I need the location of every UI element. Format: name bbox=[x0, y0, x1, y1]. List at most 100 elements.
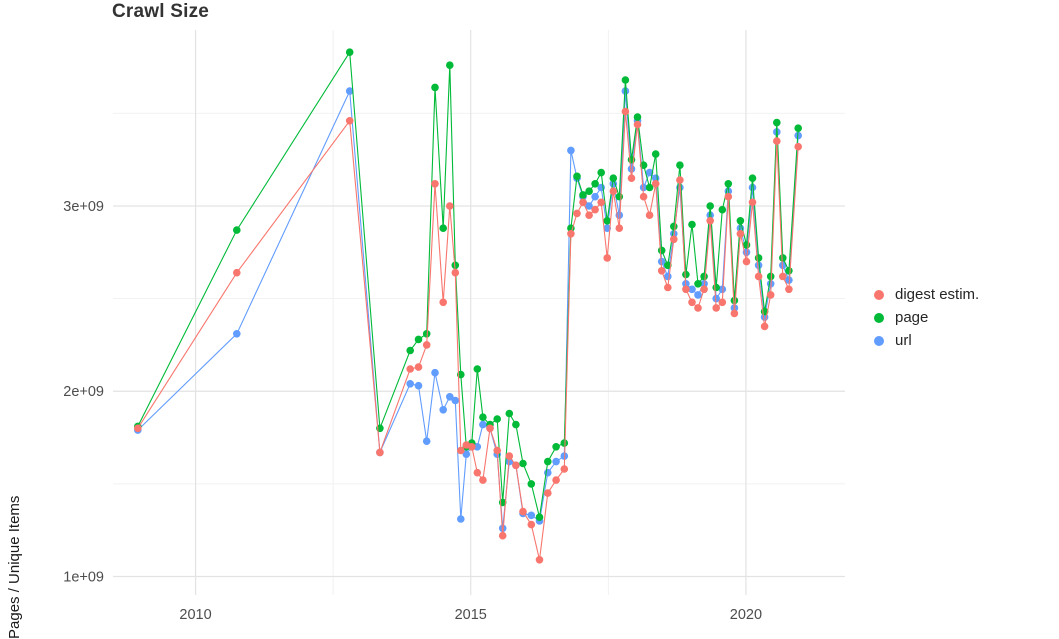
data-point-page bbox=[451, 261, 460, 270]
data-point-url bbox=[657, 257, 666, 266]
data-point-digest-estim bbox=[345, 117, 354, 125]
data-point-page bbox=[706, 202, 714, 210]
data-point-url bbox=[694, 291, 702, 299]
x-tick-label: 2015 bbox=[455, 607, 487, 623]
data-point-page bbox=[609, 174, 618, 182]
data-point-digest-estim bbox=[766, 291, 775, 299]
data-point-digest-estim bbox=[457, 446, 465, 455]
data-point-digest-estim bbox=[431, 180, 439, 188]
data-point-digest-estim bbox=[512, 461, 520, 470]
data-point-url bbox=[639, 183, 648, 192]
data-point-page bbox=[446, 61, 454, 69]
data-point-page bbox=[493, 415, 502, 423]
data-point-page bbox=[736, 217, 745, 225]
data-point-page bbox=[724, 180, 733, 188]
data-point-page bbox=[670, 222, 678, 231]
data-point-url bbox=[473, 443, 482, 451]
data-point-url bbox=[406, 380, 415, 388]
data-point-page bbox=[657, 246, 666, 255]
data-point-page bbox=[519, 459, 527, 468]
data-point-url bbox=[785, 276, 793, 284]
data-point-digest-estim bbox=[688, 298, 696, 307]
data-point-page bbox=[527, 480, 536, 488]
legend-key-dot-icon bbox=[874, 312, 884, 323]
data-point-digest-estim bbox=[682, 285, 690, 294]
data-point-digest-estim bbox=[785, 285, 793, 294]
data-point-digest-estim bbox=[422, 341, 431, 349]
data-point-digest-estim bbox=[754, 272, 763, 281]
data-point-page bbox=[512, 420, 520, 429]
data-point-digest-estim bbox=[573, 209, 581, 218]
data-point-digest-estim bbox=[505, 452, 514, 460]
data-point-page bbox=[345, 48, 354, 56]
data-point-page bbox=[439, 224, 448, 232]
data-point-url bbox=[479, 420, 487, 429]
data-point-digest-estim bbox=[706, 217, 714, 225]
data-point-page bbox=[597, 168, 605, 177]
data-point-page bbox=[766, 272, 775, 281]
legend-key-dot-icon bbox=[874, 289, 884, 300]
data-point-page bbox=[422, 330, 431, 338]
data-point-digest-estim bbox=[748, 198, 757, 207]
data-point-page bbox=[730, 296, 739, 305]
data-point-digest-estim bbox=[645, 211, 654, 219]
data-point-url bbox=[591, 192, 599, 201]
y-tick-label: 2e+09 bbox=[63, 384, 104, 400]
data-point-digest-estim bbox=[700, 285, 708, 294]
legend-item: url bbox=[874, 329, 979, 352]
data-point-page bbox=[479, 413, 487, 422]
data-point-digest-estim bbox=[694, 304, 702, 312]
data-point-page bbox=[505, 409, 514, 418]
data-point-digest-estim bbox=[567, 230, 575, 238]
data-point-page bbox=[573, 172, 581, 181]
data-point-digest-estim bbox=[544, 489, 552, 497]
data-point-url bbox=[457, 515, 465, 523]
data-point-url bbox=[603, 224, 611, 232]
data-point-digest-estim bbox=[718, 298, 727, 307]
data-point-page bbox=[233, 226, 241, 234]
data-point-page bbox=[794, 124, 802, 132]
data-point-digest-estim bbox=[724, 192, 733, 201]
data-point-url bbox=[552, 457, 560, 466]
data-point-digest-estim bbox=[406, 365, 415, 373]
y-tick-label: 1e+09 bbox=[63, 569, 104, 585]
data-point-digest-estim bbox=[736, 230, 745, 238]
data-point-digest-estim bbox=[712, 304, 720, 312]
data-point-url bbox=[585, 202, 593, 210]
data-point-digest-estim bbox=[773, 137, 781, 145]
data-point-url bbox=[754, 261, 763, 270]
data-point-digest-estim bbox=[794, 142, 802, 151]
data-point-url bbox=[446, 393, 454, 401]
data-point-url bbox=[544, 468, 552, 477]
data-point-digest-estim bbox=[670, 235, 678, 244]
data-point-digest-estim bbox=[615, 224, 624, 232]
data-point-digest-estim bbox=[376, 448, 384, 457]
data-point-page bbox=[639, 161, 648, 169]
legend: digest estim. page url bbox=[874, 283, 979, 352]
legend-item-label: digest estim. bbox=[895, 286, 980, 303]
data-point-page bbox=[473, 365, 482, 373]
data-point-url bbox=[621, 87, 630, 95]
data-point-url bbox=[414, 381, 423, 390]
data-point-page bbox=[718, 205, 727, 214]
data-point-page bbox=[406, 346, 415, 355]
data-point-digest-estim bbox=[535, 556, 544, 564]
data-point-digest-estim bbox=[439, 298, 448, 307]
data-point-digest-estim bbox=[664, 283, 672, 292]
data-point-digest-estim bbox=[468, 443, 476, 451]
data-point-digest-estim bbox=[639, 192, 648, 201]
data-point-digest-estim bbox=[473, 468, 482, 477]
y-tick-label: 3e+09 bbox=[63, 199, 104, 215]
data-point-digest-estim bbox=[597, 198, 605, 207]
data-point-url bbox=[688, 285, 696, 294]
data-point-digest-estim bbox=[560, 465, 569, 473]
data-point-url bbox=[527, 511, 536, 520]
data-point-digest-estim bbox=[498, 531, 507, 540]
data-point-digest-estim bbox=[486, 424, 494, 433]
data-point-url bbox=[462, 450, 471, 459]
legend-item-label: page bbox=[895, 309, 929, 326]
data-point-page bbox=[615, 192, 624, 201]
data-point-page bbox=[431, 83, 439, 92]
data-point-digest-estim bbox=[585, 211, 593, 219]
